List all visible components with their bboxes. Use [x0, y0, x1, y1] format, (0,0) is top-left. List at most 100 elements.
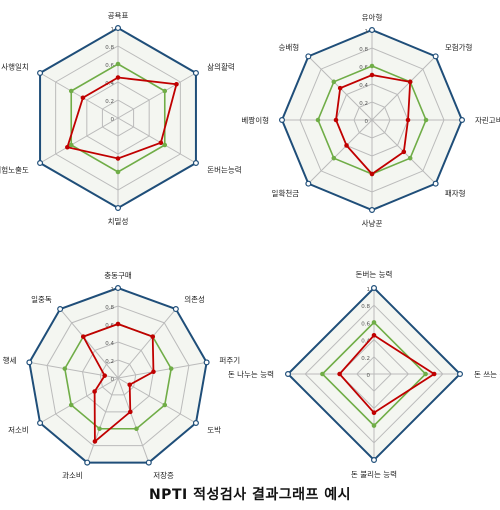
series-point [337, 85, 343, 91]
category-label: 저소비 [8, 426, 29, 435]
tick-label: 0 [111, 117, 115, 123]
outer-vertex-marker [459, 116, 466, 123]
outer-frame [28, 286, 208, 464]
series-point [97, 426, 102, 432]
grid-ring [82, 341, 154, 413]
series-point [68, 402, 74, 408]
series-point [115, 75, 121, 80]
tick-label: 0.6 [359, 65, 368, 71]
axis-spoke [39, 72, 119, 119]
series-point [315, 117, 321, 123]
chart-caption: NPTI 적성검사 결과그래프 예시 [148, 487, 352, 503]
category-label: 가난의 행세 [0, 355, 17, 365]
series-point [158, 140, 164, 146]
series-point [115, 61, 121, 67]
category-label: 베짱이형 [241, 115, 269, 125]
outer-vertex-marker [192, 160, 199, 167]
outer-vertex-marker [192, 420, 199, 427]
tick-label: 0.6 [361, 321, 370, 327]
outer-vertex-marker [369, 207, 376, 214]
category-label: 일중독 [31, 295, 52, 304]
grid-ring [99, 359, 137, 396]
category-label: 위험노출도 [0, 165, 29, 175]
tick-label: 0.2 [105, 359, 114, 365]
tick-label: 1 [111, 27, 115, 33]
axis-spoke [117, 377, 150, 463]
outer-vertex-marker [369, 27, 376, 34]
series-point [102, 373, 108, 378]
category-label: 자린고비 [475, 115, 500, 125]
series-point [115, 156, 121, 161]
series-point [407, 79, 413, 85]
category-label: 패자형 [445, 188, 466, 198]
series-point [333, 117, 339, 123]
outer-vertex-marker [37, 69, 44, 76]
radar-chart-3: 00.20.40.60.81충동구매의존성퍼주기도박저장증과소비저소비가난의 행… [0, 271, 240, 480]
radar-chart-4: 0 0.2 0.4 0.6 0.8 1 돈버는 능력돈 쓰는 능력돈 불리는 능력 돈 나누는… [228, 269, 500, 479]
outer-vertex-marker [114, 285, 121, 292]
tick-label: 0.4 [105, 341, 114, 347]
tick-label: 0 [365, 119, 369, 125]
series-line-1 [63, 323, 173, 430]
series-point [68, 88, 74, 94]
series-point [92, 439, 98, 444]
category-label: 퍼주기 [219, 356, 240, 365]
category-label: 공욕표 [108, 11, 129, 20]
tick-label: 0.2 [359, 101, 368, 107]
outer-vertex-marker [279, 116, 286, 123]
series-point [320, 371, 325, 377]
series-point [168, 366, 174, 371]
outer-vertex-marker [371, 457, 378, 464]
series-point [371, 320, 377, 325]
series-point [371, 333, 377, 338]
series-point [127, 382, 132, 388]
series-point [115, 169, 121, 175]
category-label: 치밀성 [108, 217, 129, 226]
series-point [174, 81, 179, 87]
series-point [431, 371, 437, 377]
series-point [162, 402, 168, 408]
series-point [65, 144, 70, 150]
axis-spoke [371, 56, 436, 121]
series-point [331, 155, 337, 161]
tick-label: 0.8 [105, 45, 114, 51]
series-point [162, 88, 168, 94]
series-point [337, 371, 342, 377]
series-point [401, 149, 407, 155]
tick-label: 0.8 [359, 47, 368, 53]
tick-label: 0.4 [105, 81, 114, 87]
series-point [134, 426, 139, 432]
tick-label: 0.2 [361, 356, 370, 362]
axis-spoke [86, 377, 119, 463]
category-label: 삶의활력 [207, 62, 235, 72]
series-point [128, 409, 133, 415]
outer-vertex-marker [305, 180, 312, 187]
tick-label: 0.6 [105, 63, 114, 69]
axis-spoke [117, 117, 197, 164]
axis-spoke [39, 117, 119, 164]
outer-vertex-marker [432, 53, 439, 60]
outer-vertex-marker [114, 25, 121, 32]
category-label: 돈 나누는 능력 [228, 370, 274, 379]
category-label: 저장증 [153, 470, 174, 480]
category-label: 모험가형 [445, 43, 473, 52]
series-point [92, 389, 97, 394]
axis-spoke [39, 377, 119, 424]
category-label: 유아형 [362, 12, 383, 22]
axis-spoke [117, 308, 177, 379]
series-point [151, 369, 156, 375]
series-point [344, 143, 349, 148]
outer-vertex-marker [37, 160, 44, 167]
tick-label: 1 [367, 287, 371, 293]
category-label: 돈 쓰는 능력 [474, 370, 500, 379]
series-point [162, 142, 168, 148]
outer-vertex-marker [26, 359, 33, 366]
series-point [369, 171, 375, 177]
series-point [62, 366, 68, 371]
tick-label: 0.8 [361, 304, 370, 310]
outer-vertex-marker [84, 459, 91, 466]
grid-ring [46, 305, 190, 447]
